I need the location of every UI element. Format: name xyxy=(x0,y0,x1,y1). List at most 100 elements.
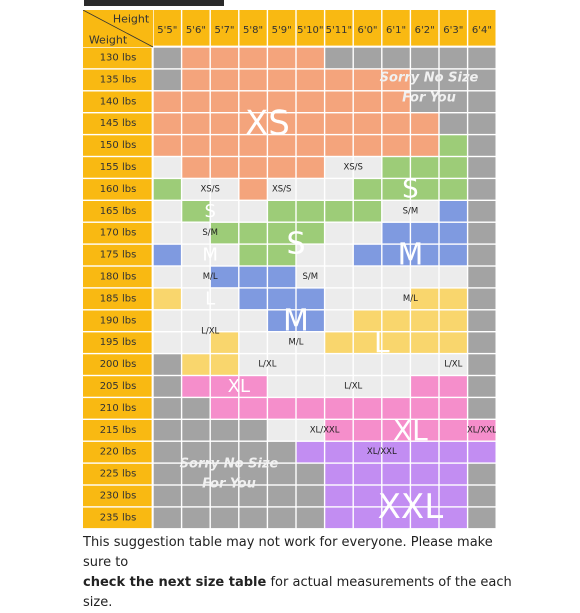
size-cell xyxy=(353,420,382,441)
size-cell xyxy=(468,420,496,441)
weight-header-cell xyxy=(83,113,152,134)
size-cell xyxy=(239,420,267,441)
weight-header: 235 lbs xyxy=(100,512,137,523)
height-header: 5'8" xyxy=(243,25,263,36)
size-cell xyxy=(468,69,496,91)
size-cell xyxy=(382,420,410,441)
size-cell xyxy=(239,398,267,419)
size-cell xyxy=(182,332,210,353)
size-cell xyxy=(353,135,382,156)
size-cell xyxy=(268,222,296,244)
size-cell xyxy=(153,222,181,244)
size-cell xyxy=(239,266,267,288)
size-cell xyxy=(353,332,382,353)
size-cell xyxy=(268,135,296,156)
size-cell xyxy=(468,354,496,375)
size-cell xyxy=(325,441,353,463)
weight-header: 135 lbs xyxy=(100,74,137,85)
size-small-label: XL/XXL xyxy=(467,425,496,435)
size-cell xyxy=(325,135,353,156)
size-cell xyxy=(439,463,467,485)
size-cell xyxy=(411,441,439,463)
size-cell xyxy=(153,179,181,200)
height-header-cell xyxy=(353,10,382,46)
size-cell xyxy=(268,420,296,441)
size-cell xyxy=(153,310,181,331)
size-cell xyxy=(411,485,439,507)
size-cell xyxy=(153,244,181,266)
size-cell xyxy=(268,332,296,353)
size-cell xyxy=(239,441,267,463)
size-cell xyxy=(353,463,382,485)
size-cell xyxy=(353,201,382,222)
size-cell xyxy=(210,398,239,419)
size-cell xyxy=(153,113,181,134)
size-cell xyxy=(411,266,439,288)
size-cell xyxy=(239,47,267,69)
size-cell xyxy=(239,332,267,353)
size-cell xyxy=(382,288,410,310)
size-small-label: XS/S xyxy=(200,184,219,194)
weight-header-cell xyxy=(83,222,152,244)
size-small-label: XS/S xyxy=(272,184,291,194)
size-cell xyxy=(268,47,296,69)
weight-header: 220 lbs xyxy=(100,447,137,458)
size-small-label: M/L xyxy=(289,338,304,348)
size-cell xyxy=(210,201,239,222)
size-cells xyxy=(83,10,496,529)
size-big-label: M xyxy=(202,245,218,266)
size-cell xyxy=(439,266,467,288)
height-header-cell xyxy=(153,10,181,46)
size-cell xyxy=(468,266,496,288)
size-cell xyxy=(382,332,410,353)
size-cell xyxy=(268,113,296,134)
size-cell xyxy=(382,485,410,507)
no-size-bottom-line2: For You xyxy=(202,477,256,492)
size-cell xyxy=(182,179,210,200)
size-cell xyxy=(325,507,353,529)
size-cell xyxy=(210,507,239,529)
size-big-label: L xyxy=(374,326,390,359)
size-cell xyxy=(210,354,239,375)
weight-header: 150 lbs xyxy=(100,140,137,151)
weight-header-cell xyxy=(83,463,152,485)
size-cell xyxy=(382,69,410,91)
left-margin xyxy=(0,0,68,580)
size-cell xyxy=(268,69,296,91)
height-header-cell xyxy=(268,10,296,46)
size-small-label: L/XL xyxy=(444,360,462,370)
size-cell xyxy=(468,507,496,529)
size-cell xyxy=(182,69,210,91)
size-cell xyxy=(468,463,496,485)
size-cell xyxy=(182,376,210,397)
size-cell xyxy=(353,69,382,91)
size-cell xyxy=(296,420,324,441)
size-cell xyxy=(210,310,239,331)
size-cell xyxy=(296,69,324,91)
size-cell xyxy=(268,157,296,178)
size-cell xyxy=(153,441,181,463)
height-header-cell xyxy=(325,10,353,46)
size-cell xyxy=(268,376,296,397)
size-cell xyxy=(182,201,210,222)
size-cell xyxy=(325,463,353,485)
weight-header-cell xyxy=(83,441,152,463)
weight-header: 210 lbs xyxy=(100,403,137,414)
size-cell xyxy=(210,47,239,69)
size-cell xyxy=(353,441,382,463)
size-cell xyxy=(153,463,181,485)
size-cell xyxy=(325,113,353,134)
corner-divider xyxy=(83,10,154,48)
weight-header: 180 lbs xyxy=(100,271,137,282)
size-cell xyxy=(296,179,324,200)
size-cell xyxy=(268,91,296,112)
size-cell xyxy=(296,288,324,310)
size-cell xyxy=(182,47,210,69)
size-cell xyxy=(468,135,496,156)
size-chart-grid: Height Weight 5'5" 5'6" 5'7" 5'8" 5'9" 5'10" 5… xyxy=(83,10,496,529)
size-cell xyxy=(382,47,410,69)
size-cell xyxy=(239,463,267,485)
size-cell xyxy=(325,157,353,178)
size-cell xyxy=(439,113,467,134)
weight-header-cell xyxy=(83,332,152,353)
